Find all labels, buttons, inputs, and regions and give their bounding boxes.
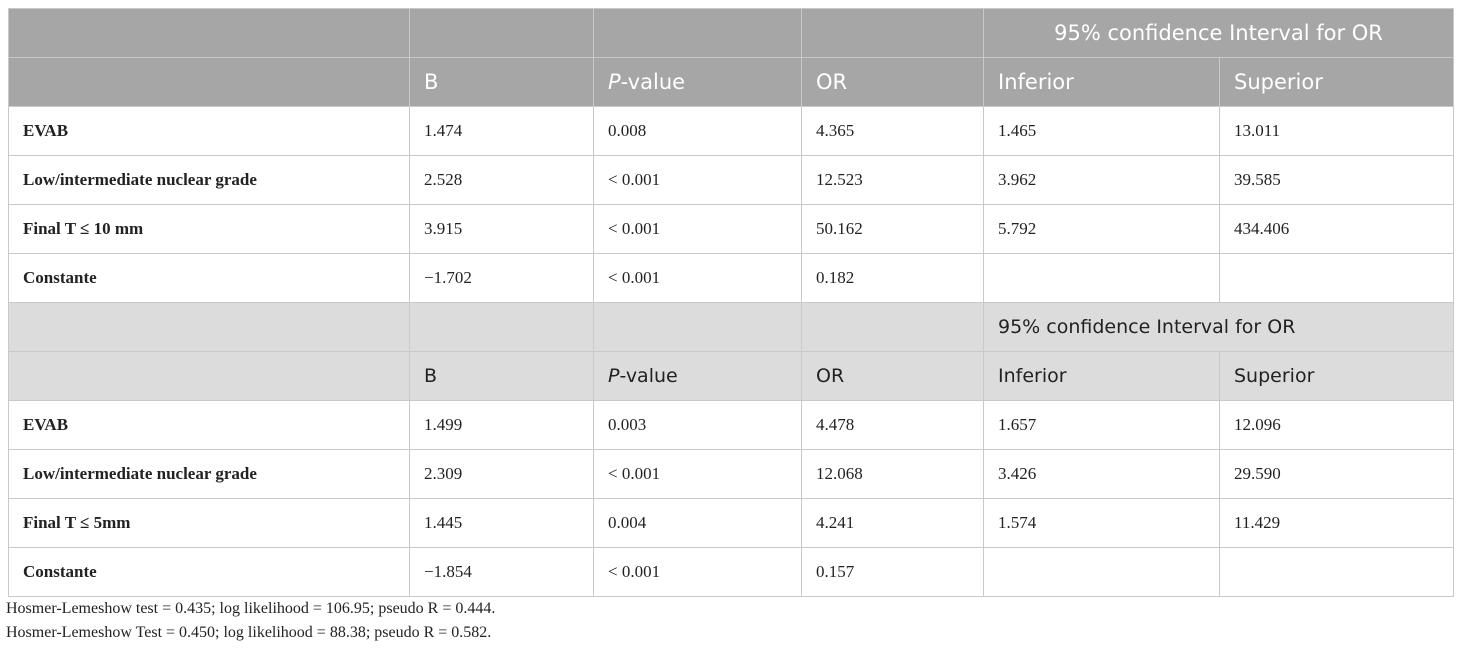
cell: 50.162 [801,204,984,254]
cell: 434.406 [1218,204,1455,254]
column-header-row: B P-value OR Inferior Superior [8,351,1455,401]
group-header: 95% confidence Interval for OR [982,302,1455,352]
cell: 12.096 [1218,400,1455,450]
row-label: Low/intermediate nuclear grade [8,155,410,205]
cell: 4.365 [801,106,984,156]
footnote: Hosmer-Lemeshow test = 0.435; log likeli… [6,600,496,617]
cell: < 0.001 [593,253,802,303]
column-header: B [409,57,594,107]
row-label: EVAB [8,106,410,156]
group-header-row: 95% confidence Interval for OR [8,8,1455,58]
cell: 1.445 [409,498,594,548]
cell: 1.574 [983,498,1220,548]
cell: 0.004 [593,498,802,548]
cell: 0.003 [593,400,802,450]
data-row: Final T ≤ 10 mm 3.915 < 0.001 50.162 5.792 43… [8,204,1455,254]
data-row: EVAB 1.474 0.008 4.365 1.465 13.011 [8,106,1455,156]
column-header: OR [801,351,984,401]
empty-cell [801,302,984,352]
cell: 0.008 [593,106,802,156]
row-label: Constante [8,253,410,303]
cell: 0.182 [801,253,984,303]
italic-part: P [608,70,621,94]
column-header: P-value [593,57,802,107]
cell: 4.241 [801,498,984,548]
row-label: Low/intermediate nuclear grade [8,449,410,499]
cell: < 0.001 [593,204,802,254]
data-row: Low/intermediate nuclear grade 2.528 < 0.0… [8,155,1455,205]
empty-cell [1218,253,1455,303]
empty-cell [8,302,410,352]
column-header: B [409,351,594,401]
empty-cell [983,253,1220,303]
text-part: -value [619,365,678,387]
cell: −1.854 [409,547,594,597]
cell: 11.429 [1218,498,1455,548]
text-part: -value [620,70,686,94]
data-row: EVAB 1.499 0.003 4.478 1.657 12.096 [8,400,1455,450]
empty-cell [593,302,802,352]
column-header: Inferior [983,57,1220,107]
cell: 12.068 [801,449,984,499]
cell: 3.426 [983,449,1220,499]
cell: 1.465 [983,106,1220,156]
column-header: Superior [1218,351,1455,401]
column-header: OR [801,57,984,107]
data-row: Constante −1.702 < 0.001 0.182 [8,253,1455,303]
italic-part: P [608,365,620,387]
empty-cell [8,351,410,401]
empty-cell [8,8,410,58]
cell: 1.474 [409,106,594,156]
cell: < 0.001 [593,547,802,597]
results-table: 95% confidence Interval for OR B P-value OR… [8,8,1455,597]
cell: 1.499 [409,400,594,450]
empty-cell [983,547,1220,597]
cell: 5.792 [983,204,1220,254]
empty-cell [8,57,410,107]
data-row: Final T ≤ 5mm 1.445 0.004 4.241 1.574 11.429 [8,498,1455,548]
row-label: EVAB [8,400,410,450]
cell: 1.657 [983,400,1220,450]
empty-cell [409,302,594,352]
row-label: Final T ≤ 5mm [8,498,410,548]
group-header: 95% confidence Interval for OR [982,8,1455,58]
footnote: Hosmer-Lemeshow Test = 0.450; log likeli… [6,624,492,641]
cell: 3.962 [983,155,1220,205]
empty-cell [593,8,802,58]
group-header-row: 95% confidence Interval for OR [8,302,1455,352]
column-header: Superior [1218,57,1455,107]
cell: 29.590 [1218,449,1455,499]
empty-cell [801,8,984,58]
cell: < 0.001 [593,155,802,205]
empty-cell [1218,547,1455,597]
row-label: Final T ≤ 10 mm [8,204,410,254]
cell: 12.523 [801,155,984,205]
data-row: Constante −1.854 < 0.001 0.157 [8,547,1455,597]
cell: 4.478 [801,400,984,450]
empty-cell [409,8,594,58]
data-row: Low/intermediate nuclear grade 2.309 < 0.0… [8,449,1455,499]
cell: −1.702 [409,253,594,303]
cell: 13.011 [1218,106,1455,156]
cell: 3.915 [409,204,594,254]
row-label: Constante [8,547,410,597]
column-header: P-value [593,351,802,401]
cell: 2.528 [409,155,594,205]
cell: 2.309 [409,449,594,499]
cell: 0.157 [801,547,984,597]
cell: 39.585 [1218,155,1455,205]
column-header: Inferior [983,351,1220,401]
cell: < 0.001 [593,449,802,499]
column-header-row: B P-value OR Inferior Superior [8,57,1455,107]
